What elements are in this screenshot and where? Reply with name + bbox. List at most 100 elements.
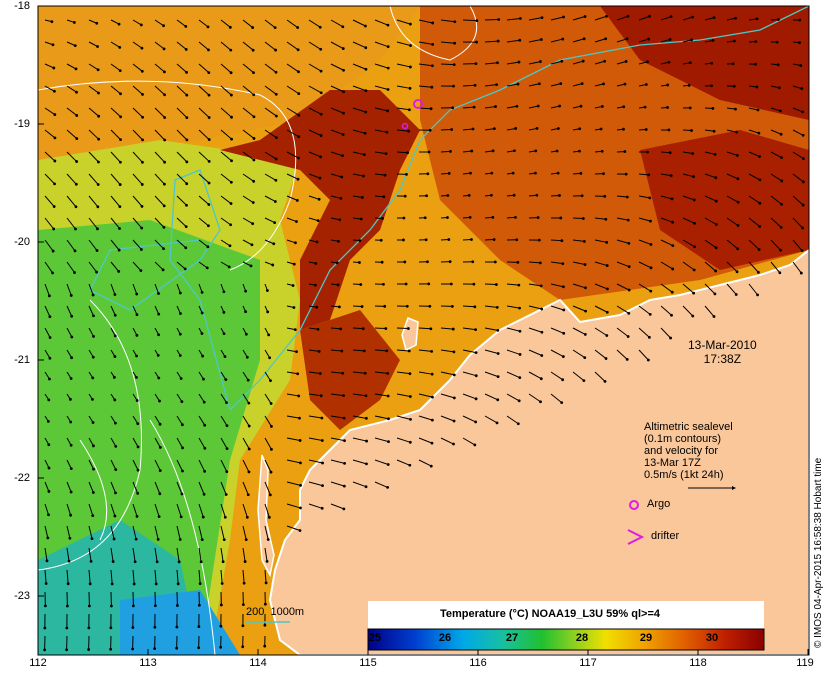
velocity-vector (638, 61, 648, 65)
velocity-vector-head (802, 180, 805, 184)
velocity-vector-head (779, 248, 782, 252)
velocity-vector-head (474, 328, 477, 332)
velocity-vector-head (222, 310, 226, 314)
velocity-vector (66, 239, 76, 252)
velocity-vector (220, 217, 231, 226)
velocity-vector-head (452, 84, 455, 88)
velocity-vector-head (296, 177, 300, 181)
velocity-vector (528, 261, 541, 264)
velocity-vector (418, 63, 433, 67)
velocity-vector (396, 349, 410, 352)
velocity-vector-head (622, 105, 626, 109)
velocity-vector (440, 327, 454, 330)
velocity-vector (484, 84, 497, 87)
hot-northeast (600, 6, 809, 120)
velocity-vector (242, 503, 248, 518)
velocity-vector-head (691, 314, 695, 318)
velocity-vector-head (711, 107, 715, 110)
velocity-vector (44, 217, 55, 230)
velocity-vector-head (244, 310, 248, 314)
velocity-vector (660, 151, 671, 154)
velocity-vector-head (625, 37, 629, 41)
velocity-vector-head (202, 377, 205, 381)
velocity-vector (286, 371, 298, 375)
velocity-vector-head (163, 93, 167, 97)
velocity-vector-head (714, 223, 718, 226)
velocity-vector (352, 415, 367, 419)
velocity-vector-head (408, 108, 411, 112)
velocity-vector-head (756, 108, 760, 112)
velocity-vector (264, 459, 272, 473)
velocity-vector-head (175, 646, 179, 650)
velocity-vector (154, 195, 165, 207)
velocity-vector-head (321, 484, 324, 488)
velocity-vector-head (269, 470, 273, 474)
velocity-vector-head (274, 178, 278, 182)
velocity-vector-head (131, 626, 135, 629)
velocity-vector (374, 173, 386, 176)
velocity-vector (308, 151, 321, 158)
velocity-vector (176, 217, 187, 227)
cool-blue (120, 590, 240, 655)
velocity-vector-head (163, 138, 167, 142)
velocity-vector-head (517, 60, 521, 64)
velocity-vector-head (584, 286, 587, 290)
velocity-vector (616, 195, 628, 198)
velocity-vector (66, 283, 72, 296)
velocity-vector-head (605, 14, 608, 18)
velocity-vector (638, 239, 652, 245)
velocity-vector (286, 217, 297, 223)
velocity-vector-head (44, 582, 48, 585)
velocity-vector-head (473, 305, 477, 309)
velocity-vector-head (692, 198, 696, 202)
velocity-vector-head (562, 308, 566, 312)
velocity-vector-head (179, 515, 183, 519)
velocity-vector (484, 128, 495, 131)
velocity-vector (154, 503, 160, 517)
velocity-vector (352, 151, 365, 156)
velocity-vector-head (252, 71, 255, 74)
peninsula-island (257, 454, 275, 578)
velocity-vector-head (496, 61, 499, 65)
velocity-vector (286, 239, 296, 244)
velocity-vector (572, 327, 586, 335)
velocity-vector-head (364, 485, 368, 489)
velocity-vector-head (558, 194, 561, 197)
legend-line-5: 0.5m/s (1kt 24h) (644, 469, 724, 481)
velocity-vector (66, 569, 69, 584)
velocity-vector-head (384, 327, 388, 330)
velocity-vector (44, 525, 49, 539)
velocity-vector-head (537, 238, 541, 242)
velocity-vector (506, 61, 520, 65)
velocity-vector-head (779, 132, 783, 136)
velocity-vector (726, 151, 738, 156)
velocity-vector-head (207, 160, 211, 163)
velocity-vector (220, 195, 232, 204)
velocity-vector (396, 437, 411, 443)
velocity-vector-head (643, 105, 647, 109)
velocity-vector-head (383, 173, 387, 177)
velocity-vector-head (583, 15, 587, 18)
velocity-vector-head (246, 378, 250, 382)
velocity-vector (352, 327, 364, 330)
velocity-vector (726, 173, 739, 180)
velocity-vector-head (95, 249, 99, 252)
velocity-vector-head (556, 127, 560, 130)
velocity-vector (330, 63, 344, 71)
barrow-island (401, 317, 419, 352)
velocity-vector (682, 305, 694, 317)
velocity-vector-head (222, 290, 226, 294)
velocity-vector-head (135, 333, 139, 337)
velocity-vector-head (714, 269, 718, 273)
velocity-vector (572, 371, 585, 381)
velocity-vector-head (162, 47, 166, 51)
velocity-vector-head (140, 183, 144, 186)
velocity-vector-head (141, 160, 144, 164)
velocity-vector-head (409, 417, 412, 421)
velocity-vector-head (539, 38, 543, 41)
velocity-vector-head (778, 271, 782, 275)
velocity-vector (616, 38, 628, 43)
velocity-vector-head (202, 400, 206, 404)
velocity-vector (352, 305, 363, 308)
velocity-vector (110, 107, 121, 118)
